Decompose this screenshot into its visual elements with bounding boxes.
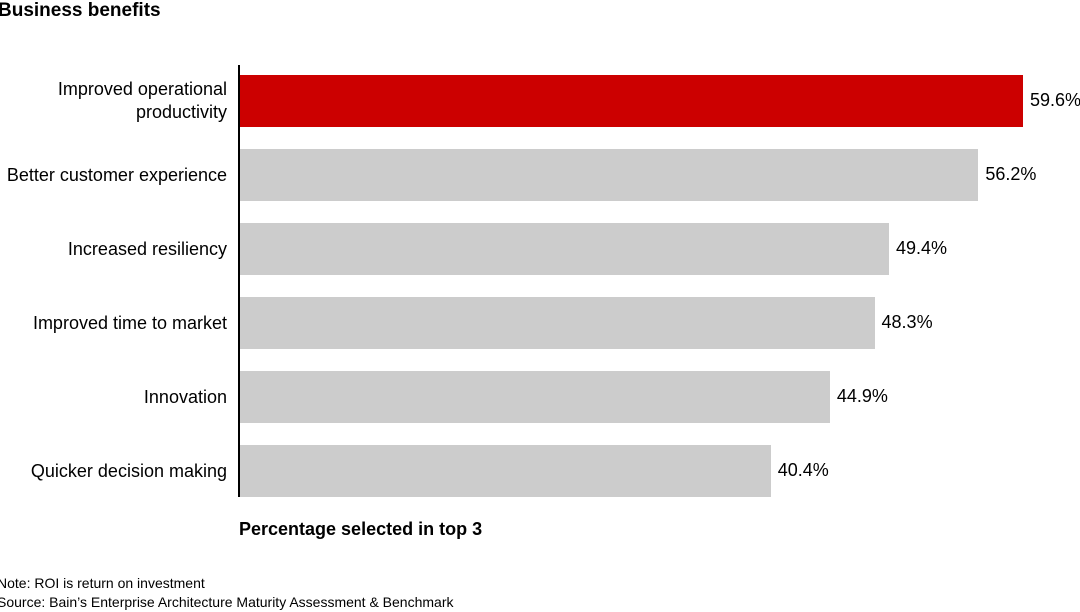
y-tick-label: Innovation [143,386,227,407]
data-label: 40.4% [777,460,829,480]
chart-title: Business benefits [0,0,161,21]
y-tick-label: Quicker decision making [30,460,227,481]
data-label: 49.4% [895,238,948,258]
y-tick-label: Increased resiliency [67,238,227,259]
data-label: 44.9% [836,386,888,406]
bar [240,297,875,349]
y-tick-label: Better customer experience [6,164,227,185]
bar [240,75,1023,127]
y-tick-label: Improved operational productivity [57,79,227,122]
axis-line [238,65,240,497]
data-label: 59.6% [1030,90,1080,110]
x-axis-label: Percentage selected in top 3 [239,519,483,539]
bar [240,149,979,201]
bar [240,371,830,423]
source: Source: Bain’s Enterprise Architecture M… [0,594,454,610]
bar [240,223,889,275]
note: Note: ROI is return on investment [0,575,205,591]
data-label: 56.2% [985,164,1037,184]
y-tick-label: Improved time to market [32,312,227,333]
data-label: 48.3% [881,312,933,332]
bar [240,445,771,497]
